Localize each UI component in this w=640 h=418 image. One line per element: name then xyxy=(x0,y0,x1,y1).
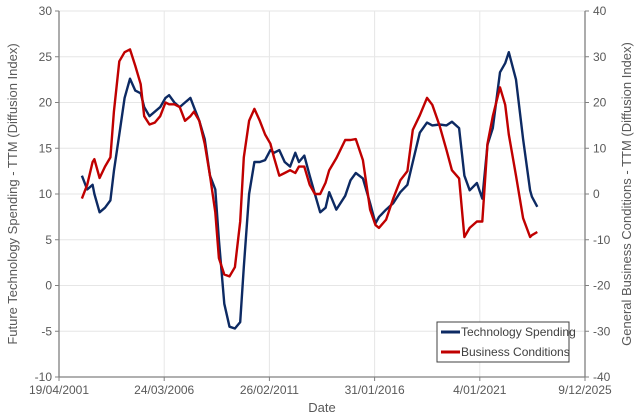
y-tick-label: 20 xyxy=(39,96,53,110)
x-tick-label: 4/01/2021 xyxy=(453,383,507,397)
y-axis-title: Future Technology Spending - TTM (Diffus… xyxy=(5,43,20,344)
y-tick-label: 15 xyxy=(39,141,53,155)
y-tick-label: 0 xyxy=(45,279,52,293)
y2-tick-label: 40 xyxy=(593,4,607,18)
legend-label-technology: Technology Spending xyxy=(461,325,576,339)
series-line-technology-spending xyxy=(80,51,539,330)
y2-tick-label: -10 xyxy=(593,233,611,247)
series-line-business-conditions xyxy=(80,48,538,278)
x-tick-label: 31/01/2016 xyxy=(345,383,405,397)
x-axis-title: Date xyxy=(308,400,335,415)
y2-tick-label: 20 xyxy=(593,96,607,110)
y2-tick-label: -20 xyxy=(593,279,611,293)
y-tick-label: 30 xyxy=(39,4,53,18)
legend: Technology Spending Business Conditions xyxy=(436,321,576,363)
y2-tick-label: 0 xyxy=(593,187,600,201)
legend-label-business: Business Conditions xyxy=(461,345,570,359)
y2-tick-label: 10 xyxy=(593,141,607,155)
x-tick-label: 24/03/2006 xyxy=(134,383,194,397)
x-tick-label: 9/12/2025 xyxy=(558,383,612,397)
x-tick-label: 26/02/2011 xyxy=(240,383,299,397)
y-tick-label: -10 xyxy=(35,370,53,384)
y-tick-label: 25 xyxy=(39,50,53,64)
y-tick-label: -5 xyxy=(41,324,52,338)
y2-tick-label: -30 xyxy=(593,324,611,338)
y2-tick-label: -40 xyxy=(593,370,611,384)
series-lines xyxy=(80,48,539,330)
legend-box xyxy=(436,321,570,363)
x-tick-label: 19/04/2001 xyxy=(29,383,89,397)
y-tick-label: 10 xyxy=(39,187,53,201)
y2-tick-label: 30 xyxy=(593,50,607,64)
y2-axis-title: General Business Conditions - TTM (Diffu… xyxy=(619,42,634,346)
y-tick-label: 5 xyxy=(45,233,52,247)
tick-labels: -10 -5 0 5 10 15 20 25 30 -40 -30 -20 -10 0 10 20 30 40 19… xyxy=(29,4,612,397)
